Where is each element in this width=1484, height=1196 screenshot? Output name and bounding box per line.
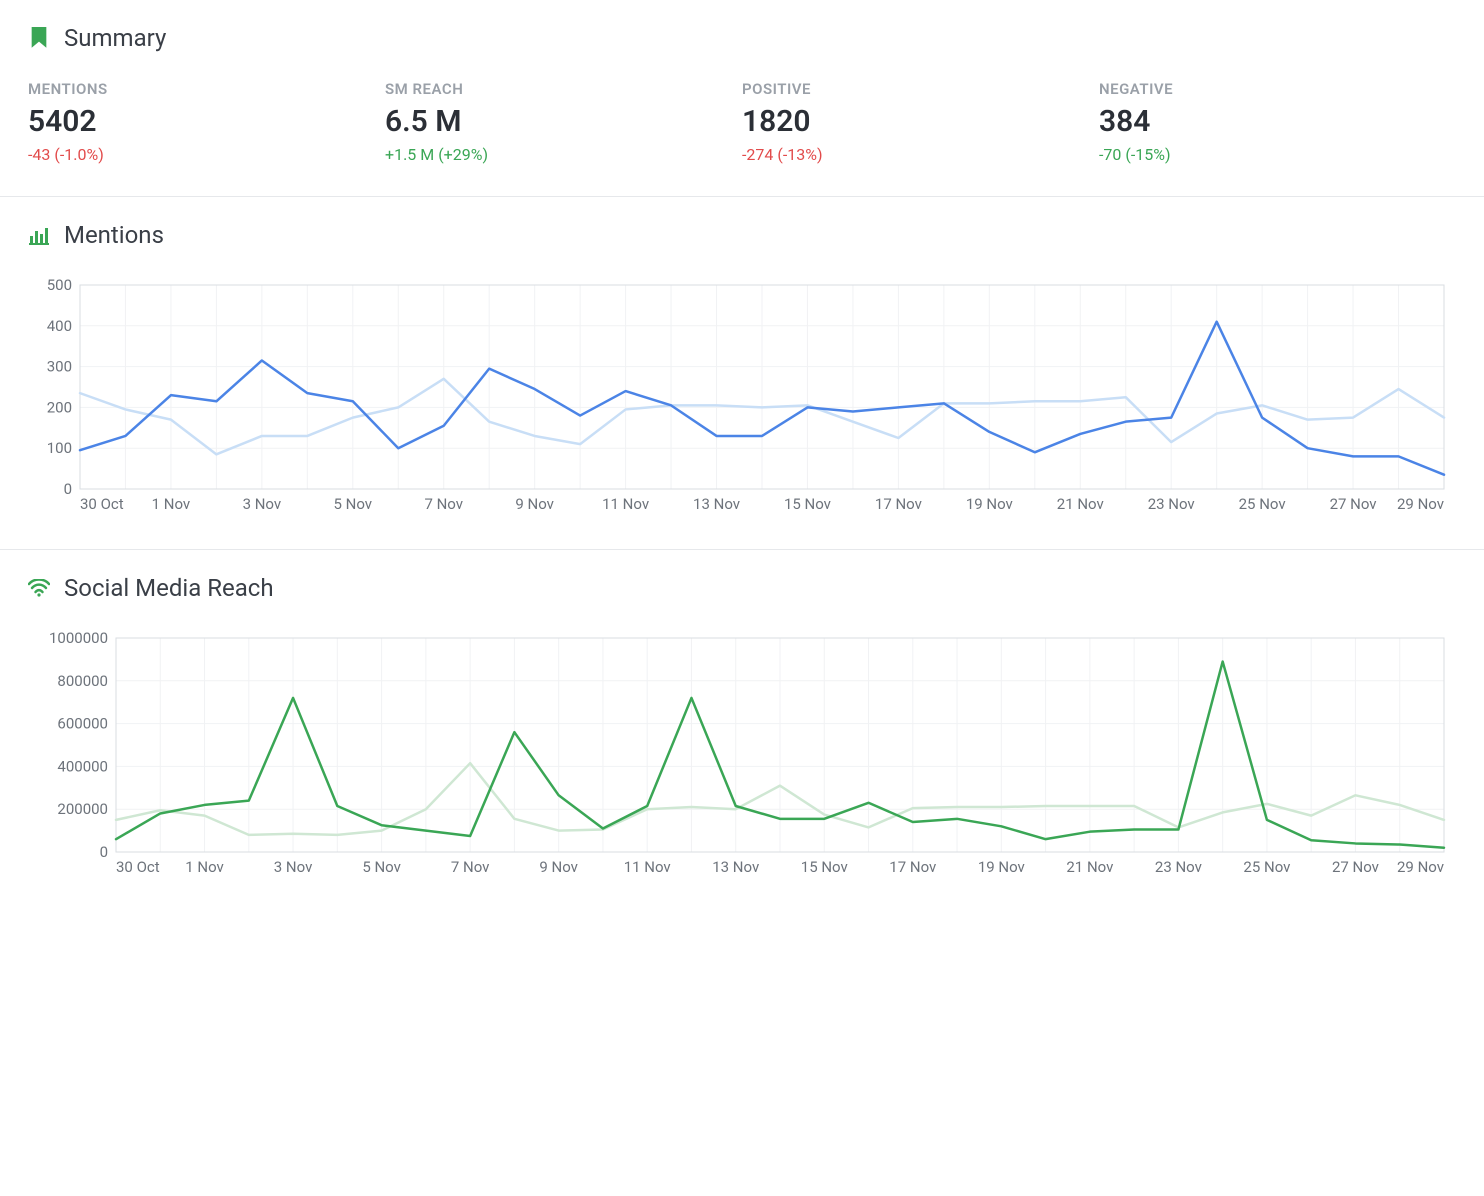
bookmark-icon [28, 27, 50, 49]
reach-title: Social Media Reach [64, 574, 274, 602]
svg-text:21 Nov: 21 Nov [1066, 858, 1113, 876]
svg-text:11 Nov: 11 Nov [624, 858, 671, 876]
metric-delta: -274 (-13%) [742, 145, 1099, 164]
svg-text:30 Oct: 30 Oct [116, 858, 160, 876]
mentions-section: Mentions 0 100 200 300 400 500 30 Oct 1 Nov 3 No… [0, 197, 1484, 549]
svg-text:15 Nov: 15 Nov [801, 858, 848, 876]
svg-text:11 Nov: 11 Nov [602, 495, 649, 513]
svg-text:19 Nov: 19 Nov [978, 858, 1025, 876]
bar-chart-icon [28, 224, 50, 246]
svg-text:200000: 200000 [57, 800, 108, 818]
svg-text:400: 400 [47, 317, 72, 335]
metric-value: 6.5 M [385, 104, 742, 139]
mentions-title: Mentions [64, 221, 164, 249]
svg-text:1 Nov: 1 Nov [185, 858, 224, 876]
svg-text:25 Nov: 25 Nov [1243, 858, 1290, 876]
metric-positive: POSITIVE 1820 -274 (-13%) [742, 80, 1099, 164]
metric-sm-reach: SM REACH 6.5 M +1.5 M (+29%) [385, 80, 742, 164]
metric-delta: +1.5 M (+29%) [385, 145, 742, 164]
svg-text:15 Nov: 15 Nov [784, 495, 831, 513]
svg-text:13 Nov: 13 Nov [712, 858, 759, 876]
svg-text:17 Nov: 17 Nov [889, 858, 936, 876]
metric-label: MENTIONS [28, 80, 385, 98]
svg-text:0: 0 [100, 843, 108, 861]
svg-text:0: 0 [64, 480, 72, 498]
svg-text:3 Nov: 3 Nov [243, 495, 282, 513]
svg-text:29 Nov: 29 Nov [1397, 858, 1444, 876]
metric-delta: -70 (-15%) [1099, 145, 1456, 164]
svg-text:23 Nov: 23 Nov [1155, 858, 1202, 876]
summary-title: Summary [64, 24, 166, 52]
svg-text:17 Nov: 17 Nov [875, 495, 922, 513]
svg-text:500: 500 [47, 277, 72, 294]
metric-label: SM REACH [385, 80, 742, 98]
summary-metrics: MENTIONS 5402 -43 (-1.0%) SM REACH 6.5 M… [28, 80, 1456, 164]
svg-text:400000: 400000 [57, 757, 108, 775]
svg-text:600000: 600000 [57, 715, 108, 733]
metric-value: 384 [1099, 104, 1456, 139]
svg-text:800000: 800000 [57, 672, 108, 690]
svg-text:21 Nov: 21 Nov [1057, 495, 1104, 513]
svg-text:100: 100 [47, 439, 72, 457]
svg-text:13 Nov: 13 Nov [693, 495, 740, 513]
svg-text:7 Nov: 7 Nov [451, 858, 490, 876]
summary-section: Summary MENTIONS 5402 -43 (-1.0%) SM REA… [0, 0, 1484, 196]
svg-text:300: 300 [47, 358, 72, 376]
wifi-icon [28, 577, 50, 599]
reach-header: Social Media Reach [28, 574, 1456, 602]
reach-section: Social Media Reach 0 200000 400000 600000 80… [0, 550, 1484, 912]
svg-text:23 Nov: 23 Nov [1148, 495, 1195, 513]
reach-chart: 0 200000 400000 600000 800000 1000000 30 Oct 1 … [28, 630, 1456, 880]
svg-text:5 Nov: 5 Nov [362, 858, 401, 876]
svg-text:27 Nov: 27 Nov [1332, 858, 1379, 876]
svg-text:27 Nov: 27 Nov [1330, 495, 1377, 513]
metric-negative: NEGATIVE 384 -70 (-15%) [1099, 80, 1456, 164]
mentions-chart: 0 100 200 300 400 500 30 Oct 1 Nov 3 Nov 5 Nov 7 N… [28, 277, 1456, 517]
svg-text:7 Nov: 7 Nov [424, 495, 463, 513]
svg-text:25 Nov: 25 Nov [1239, 495, 1286, 513]
svg-text:200: 200 [47, 398, 72, 416]
metric-value: 5402 [28, 104, 385, 139]
svg-text:1 Nov: 1 Nov [152, 495, 191, 513]
metric-mentions: MENTIONS 5402 -43 (-1.0%) [28, 80, 385, 164]
summary-header: Summary [28, 24, 1456, 52]
svg-text:9 Nov: 9 Nov [515, 495, 554, 513]
svg-text:9 Nov: 9 Nov [539, 858, 578, 876]
metric-value: 1820 [742, 104, 1099, 139]
metric-delta: -43 (-1.0%) [28, 145, 385, 164]
metric-label: POSITIVE [742, 80, 1099, 98]
svg-text:30 Oct: 30 Oct [80, 495, 124, 513]
svg-text:5 Nov: 5 Nov [334, 495, 373, 513]
metric-label: NEGATIVE [1099, 80, 1456, 98]
svg-text:3 Nov: 3 Nov [274, 858, 313, 876]
svg-text:1000000: 1000000 [49, 630, 108, 647]
svg-text:19 Nov: 19 Nov [966, 495, 1013, 513]
svg-text:29 Nov: 29 Nov [1397, 495, 1444, 513]
mentions-header: Mentions [28, 221, 1456, 249]
